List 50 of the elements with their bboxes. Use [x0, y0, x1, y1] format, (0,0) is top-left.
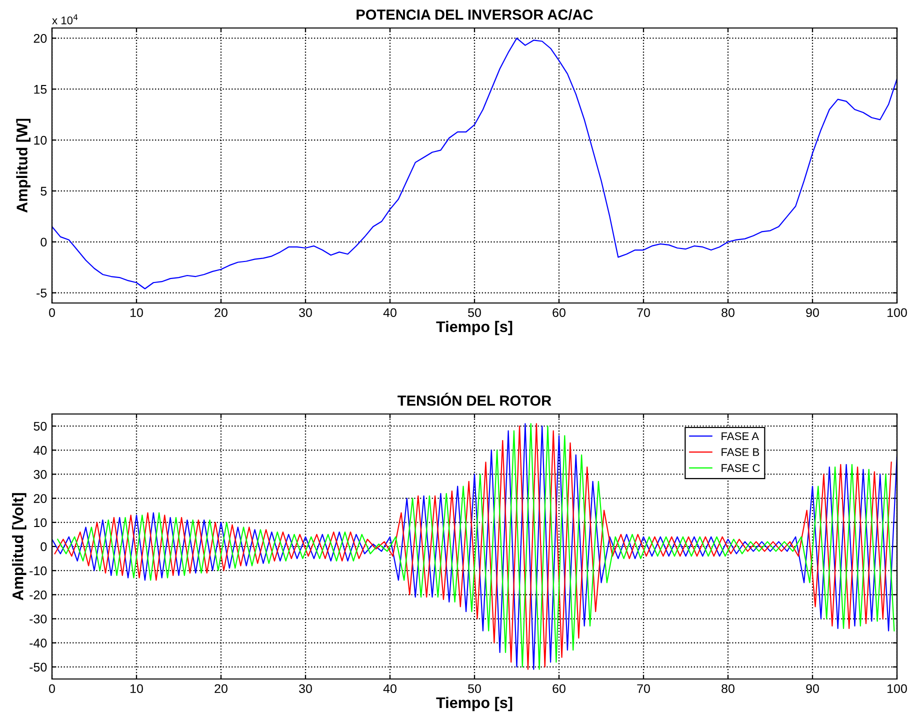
x-tick-label: 90	[806, 308, 819, 318]
x-tick-label: 40	[383, 308, 396, 318]
x-tick-label: 20	[214, 684, 228, 694]
y-tick-label: 20	[34, 494, 47, 503]
x-tick-label: 60	[552, 684, 566, 694]
x-tick-label: 30	[299, 684, 312, 694]
x-tick-label: 100	[888, 684, 907, 694]
y-tick-label: 5	[40, 186, 47, 196]
x-tick-label: 50	[468, 684, 481, 694]
x-tick-label: 90	[806, 684, 819, 694]
x-axis-title: Tiempo [s]	[436, 696, 512, 712]
y-axis-title: Amplitud [Volt]	[12, 493, 26, 600]
x-tick-label: 70	[637, 308, 650, 318]
chart-title: TENSIÓN DEL ROTOR	[398, 392, 552, 406]
x-tick-label: 30	[299, 308, 312, 318]
y-axis-title: Amplitud [W]	[16, 118, 30, 213]
x-tick-label: 50	[468, 308, 481, 318]
x-tick-label: 60	[552, 308, 566, 318]
x-tick-label: 40	[383, 684, 396, 694]
chart-title: POTENCIA DEL INVERSOR AC/AC	[356, 9, 593, 20]
x-tick-label: 0	[49, 308, 55, 318]
y-tick-label: 30	[34, 470, 47, 479]
x-tick-label: 10	[130, 308, 143, 318]
y-tick-label: 40	[34, 446, 47, 455]
y-tick-label: 0	[40, 238, 47, 247]
x-tick-label: 70	[637, 684, 650, 694]
x-tick-label: 80	[722, 684, 734, 694]
y-tick-label: -40	[30, 638, 47, 648]
legend-label: FASE A	[722, 432, 760, 440]
legend-label: FASE C	[722, 464, 760, 472]
y-tick-label: 20	[34, 34, 47, 43]
x-tick-label: 10	[130, 684, 143, 694]
y-tick-label: 50	[34, 422, 47, 431]
y-tick-label: 0	[40, 542, 47, 552]
y-tick-label: -5	[36, 288, 47, 298]
y-tick-label: 10	[34, 136, 47, 145]
y-tick-label: -50	[30, 662, 47, 672]
y-tick-label: -20	[30, 590, 47, 600]
line-series	[52, 38, 897, 290]
x-tick-label: 0	[49, 684, 55, 694]
x-tick-label: 20	[214, 308, 228, 318]
y-tick-label: -10	[30, 566, 47, 576]
x-axis-title: Tiempo [s]	[436, 320, 512, 336]
y-tick-label: 15	[34, 85, 47, 94]
x-tick-label: 100	[888, 308, 907, 318]
y-tick-label: -30	[30, 614, 47, 624]
text: x 10$^{4}$	[52, 14, 78, 24]
y-tick-label: 10	[34, 518, 47, 528]
x-tick-label: 80	[722, 308, 734, 318]
legend-label: FASE B	[722, 448, 760, 456]
